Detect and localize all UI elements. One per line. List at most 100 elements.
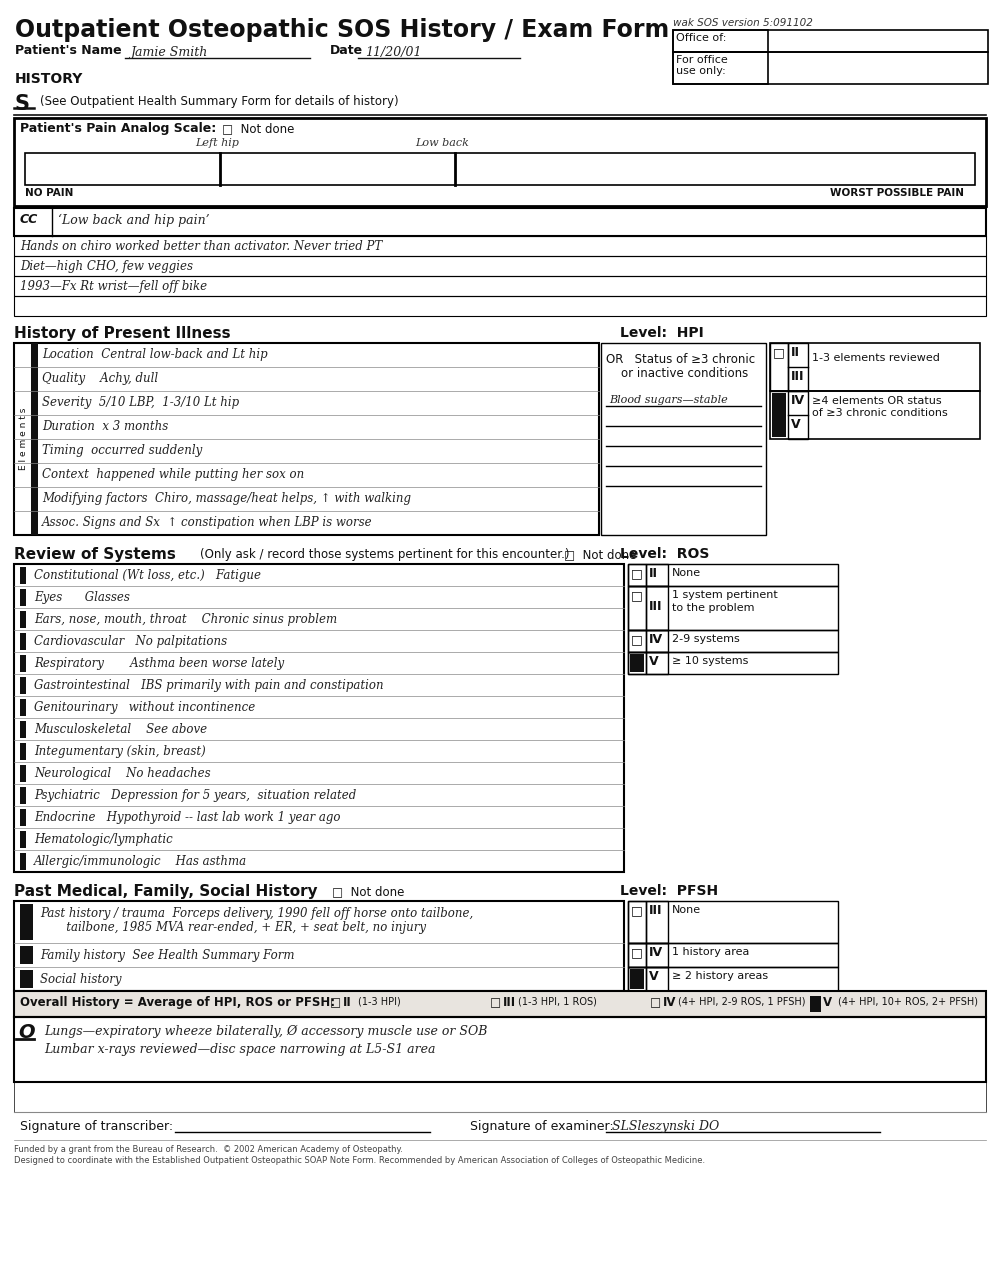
Text: 1-3 elements reviewed: 1-3 elements reviewed [812,353,939,364]
Text: Psychiatric   Depression for 5 years,  situation related: Psychiatric Depression for 5 years, situ… [34,788,356,803]
Text: Jamie Smith: Jamie Smith [130,46,207,59]
Bar [645,564,667,586]
Text: Location  Central low-back and Lt hip: Location Central low-back and Lt hip [42,348,268,361]
Bar [772,393,786,436]
Text: Lungs—expiratory wheeze bilaterally, Ø accessory muscle use or SOB: Lungs—expiratory wheeze bilaterally, Ø a… [44,1025,487,1038]
Bar [14,207,985,236]
Text: II: II [343,996,352,1009]
Text: or inactive conditions: or inactive conditions [620,367,747,380]
Text: Patient's Pain Analog Scale:: Patient's Pain Analog Scale: [20,122,216,134]
Bar [672,52,768,84]
Text: Signature of examiner:: Signature of examiner: [470,1120,613,1133]
Text: SLSleszynski DO: SLSleszynski DO [611,1120,718,1133]
Text: Low back: Low back [415,138,468,148]
Bar [627,586,645,630]
Bar [645,966,667,991]
Text: Respiratory       Asthma been worse lately: Respiratory Asthma been worse lately [34,657,284,669]
Text: wak SOS version 5:091102: wak SOS version 5:091102 [672,18,812,28]
Bar [25,154,974,186]
Text: O: O [18,1023,35,1042]
Bar [14,296,985,316]
Bar [20,589,26,605]
Text: □  Not done: □ Not done [221,122,294,134]
Bar [20,634,26,650]
Text: Designed to coordinate with the Established Outpatient Osteopathic SOAP Note For: Designed to coordinate with the Establis… [14,1156,704,1165]
Text: Duration  x 3 months: Duration x 3 months [42,420,168,433]
Text: □  Not done: □ Not done [563,548,635,561]
Text: Constitutional (Wt loss, etc.)   Fatigue: Constitutional (Wt loss, etc.) Fatigue [34,570,261,582]
Text: Assoc. Signs and Sx  ↑ constipation when LBP is worse: Assoc. Signs and Sx ↑ constipation when … [42,516,373,529]
Bar [627,564,837,586]
Bar [20,787,26,804]
Bar [672,29,987,52]
Bar [627,901,837,943]
Text: II: II [648,567,657,580]
Bar [20,831,26,847]
Bar [770,343,788,390]
Text: IV: IV [648,634,662,646]
Text: 1 system pertinent: 1 system pertinent [671,590,777,600]
Bar [645,943,667,966]
Bar [627,943,837,966]
Text: (1-3 HPI, 1 ROS): (1-3 HPI, 1 ROS) [517,997,596,1007]
Bar [14,343,598,535]
Text: For office: For office [675,55,727,65]
Text: 1 history area: 1 history area [671,947,748,957]
Text: (4+ HPI, 2-9 ROS, 1 PFSH): (4+ HPI, 2-9 ROS, 1 PFSH) [677,997,805,1007]
Text: (1-3 HPI): (1-3 HPI) [358,997,401,1007]
Text: Severity  5/10 LBP,  1-3/10 Lt hip: Severity 5/10 LBP, 1-3/10 Lt hip [42,396,238,410]
Text: S: S [15,93,30,114]
Text: ‘Low back and hip pain’: ‘Low back and hip pain’ [58,214,209,228]
Bar [627,630,645,652]
Bar [14,1018,985,1082]
Bar [788,343,808,390]
Text: Modifying factors  Chiro, massage/heat helps, ↑ with walking: Modifying factors Chiro, massage/heat he… [42,492,411,506]
Text: tailbone, 1985 MVA rear-ended, + ER, + seat belt, no injury: tailbone, 1985 MVA rear-ended, + ER, + s… [40,922,426,934]
Text: Neurological    No headaches: Neurological No headaches [34,767,210,780]
Text: Level:  PFSH: Level: PFSH [619,884,717,899]
Bar [20,970,33,988]
Bar [20,809,26,826]
Text: Hands on chiro worked better than activator. Never tried PT: Hands on chiro worked better than activa… [20,241,382,253]
Bar [20,567,26,584]
Bar [672,52,987,84]
Text: Left hip: Left hip [194,138,238,148]
Text: III: III [648,600,662,613]
Bar [14,901,623,991]
Bar [627,652,645,675]
Bar [31,343,38,535]
Text: of ≥3 chronic conditions: of ≥3 chronic conditions [812,408,947,419]
Text: Level:  HPI: Level: HPI [619,326,703,340]
Text: 11/20/01: 11/20/01 [365,46,421,59]
Text: WORST POSSIBLE PAIN: WORST POSSIBLE PAIN [830,188,963,198]
Bar [20,946,33,964]
Bar [20,655,26,672]
Text: E l e m e n t s: E l e m e n t s [19,408,28,470]
Text: 2-9 systems: 2-9 systems [671,634,739,644]
Text: Date: Date [330,44,363,58]
Text: Genitourinary   without incontinence: Genitourinary without incontinence [34,701,255,714]
Bar [770,343,979,390]
Text: ≥ 10 systems: ≥ 10 systems [671,655,747,666]
Text: Past Medical, Family, Social History: Past Medical, Family, Social History [14,884,318,899]
Text: Quality    Achy, dull: Quality Achy, dull [42,372,158,385]
Text: □: □ [490,996,501,1009]
Text: □: □ [330,996,341,1009]
Text: III: III [502,996,516,1009]
Bar [20,677,26,694]
Text: OR   Status of ≥3 chronic: OR Status of ≥3 chronic [605,353,755,366]
Text: □  Not done: □ Not done [332,884,404,899]
Bar [627,630,837,652]
Text: (Only ask / record those systems pertinent for this encounter.): (Only ask / record those systems pertine… [199,548,569,561]
Text: Diet—high CHO, few veggies: Diet—high CHO, few veggies [20,260,192,273]
Text: □: □ [630,589,642,602]
Text: V: V [791,419,800,431]
Text: III: III [648,904,662,916]
Text: □: □ [630,946,642,959]
Bar [627,966,645,991]
Bar [14,1082,985,1112]
Text: ≥4 elements OR status: ≥4 elements OR status [812,396,941,406]
Bar [770,390,979,439]
Text: Past history / trauma  Forceps delivery, 1990 fell off horse onto tailbone,: Past history / trauma Forceps delivery, … [40,908,473,920]
Bar [627,564,645,586]
